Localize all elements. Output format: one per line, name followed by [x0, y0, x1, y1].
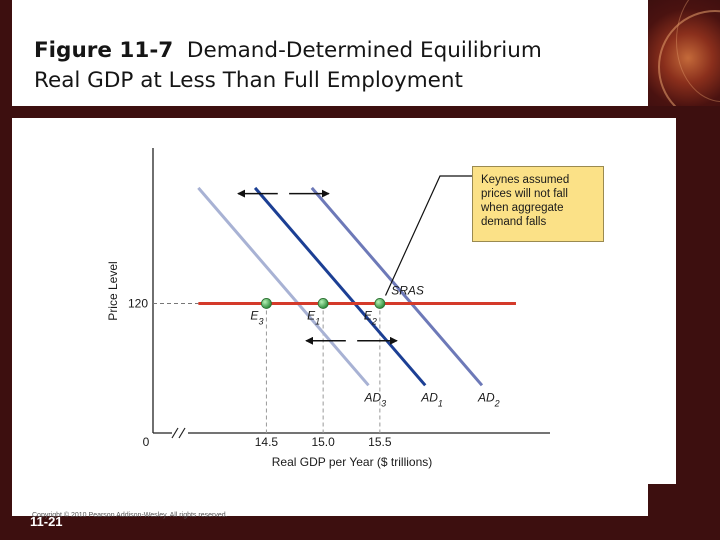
y-tick-label: 120 — [128, 296, 148, 310]
series-line-ad3 — [197, 186, 370, 387]
x-tick-label: 15.0 — [311, 435, 335, 449]
title-panel: Figure 11-7 Demand-Determined Equilibriu… — [12, 0, 648, 106]
series-line-ad1 — [253, 186, 427, 387]
callout-leader-line — [384, 175, 472, 296]
equilibrium-label-e2: E2 — [364, 308, 377, 326]
annotation-callout: Keynes assumed prices will not fall when… — [472, 166, 604, 242]
series-label-ad1: AD1 — [420, 390, 443, 408]
equilibrium-point-e2 — [374, 298, 386, 309]
slide-number: 11-21 — [30, 514, 63, 529]
slide-title: Figure 11-7 Demand-Determined Equilibriu… — [34, 36, 542, 96]
title-line-2: Real GDP at Less Than Full Employment — [34, 68, 463, 93]
copyright-notice: Copyright © 2010 Pearson Addison-Wesley.… — [32, 512, 228, 519]
y-axis-title: Price Level — [106, 261, 120, 320]
equilibrium-label-e3: E3 — [250, 308, 263, 326]
x-tick-label: 14.5 — [255, 435, 279, 449]
axis-break-mark — [171, 427, 179, 439]
axis-break-mark — [178, 427, 186, 439]
content-panel-edge — [648, 118, 676, 484]
series-label-sras: SRAS — [391, 283, 424, 297]
equilibrium-point-e3 — [261, 298, 272, 309]
origin-label: 0 — [143, 435, 150, 449]
equilibrium-label-e1: E1 — [307, 308, 320, 326]
title-line-1: Demand-Determined Equilibrium — [186, 38, 542, 63]
figure-number: Figure 11-7 — [34, 38, 174, 63]
series-line-ad2 — [310, 186, 484, 387]
x-axis-title: Real GDP per Year ($ trillions) — [272, 455, 433, 469]
series-label-ad2: AD2 — [477, 390, 500, 408]
series-label-ad3: AD3 — [364, 390, 387, 408]
decorative-globe-graphic — [648, 0, 720, 106]
x-tick-label: 15.5 — [368, 435, 392, 449]
equilibrium-point-e1 — [317, 298, 329, 309]
